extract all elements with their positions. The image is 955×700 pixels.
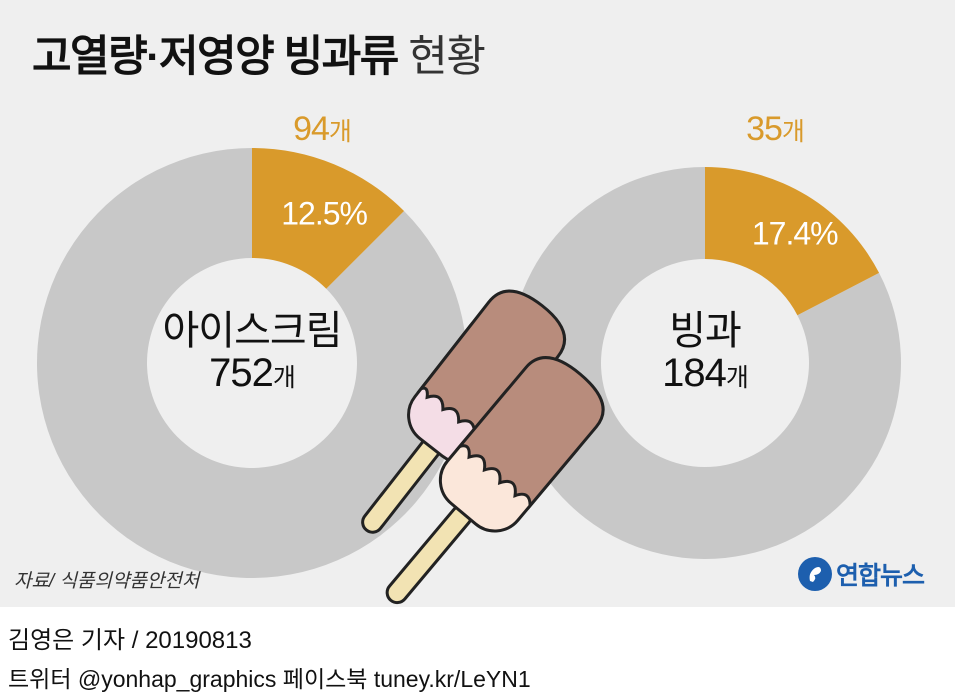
yonhap-logo: 연합뉴스 bbox=[798, 556, 925, 592]
yonhap-logo-text: 연합뉴스 bbox=[836, 562, 925, 590]
title-sub: 현황 bbox=[408, 33, 486, 81]
center-total-binggwa: 184개 bbox=[662, 351, 749, 396]
highlight-count-icecream: 94개 bbox=[293, 110, 352, 149]
donut-binggwa bbox=[509, 166, 902, 559]
source-note: 자료/ 식품의약품안전처 bbox=[14, 571, 200, 592]
center-name-icecream: 아이스크림 bbox=[162, 309, 343, 353]
count-value: 94 bbox=[293, 110, 330, 148]
slice-highlight-binggwa bbox=[705, 166, 880, 316]
popsicle-illustration bbox=[361, 289, 605, 605]
title-main: 고열량·저영양 빙과류 bbox=[32, 33, 399, 81]
slice-rest-icecream bbox=[36, 148, 468, 578]
count-value: 35 bbox=[746, 110, 783, 148]
count-unit: 개 bbox=[781, 118, 805, 146]
total-value: 184 bbox=[662, 351, 727, 395]
pct-label-binggwa: 17.4% bbox=[751, 215, 839, 252]
center-name-binggwa: 빙과 bbox=[669, 309, 742, 353]
chart-title: 고열량·저영양 빙과류 현황 bbox=[32, 22, 486, 84]
pct-label-icecream: 12.5% bbox=[281, 195, 368, 232]
slice-rest-binggwa bbox=[509, 167, 902, 559]
total-unit: 개 bbox=[725, 364, 749, 392]
count-unit: 개 bbox=[328, 118, 352, 146]
donut-charts bbox=[36, 148, 902, 605]
total-unit: 개 bbox=[272, 364, 296, 392]
total-value: 752 bbox=[209, 351, 274, 395]
highlight-count-binggwa: 35개 bbox=[746, 110, 805, 149]
center-total-icecream: 752개 bbox=[209, 351, 296, 396]
social-links: 트위터 @yonhap_graphics 페이스북 tuney.kr/LeYN1 bbox=[8, 666, 531, 692]
slice-highlight-icecream bbox=[252, 148, 405, 289]
donut-icecream bbox=[36, 148, 468, 578]
popsicle-front bbox=[385, 356, 605, 605]
yonhap-logo-icon bbox=[798, 557, 832, 591]
reporter-credit: 김영은 기자 / 20190813 bbox=[8, 627, 252, 654]
